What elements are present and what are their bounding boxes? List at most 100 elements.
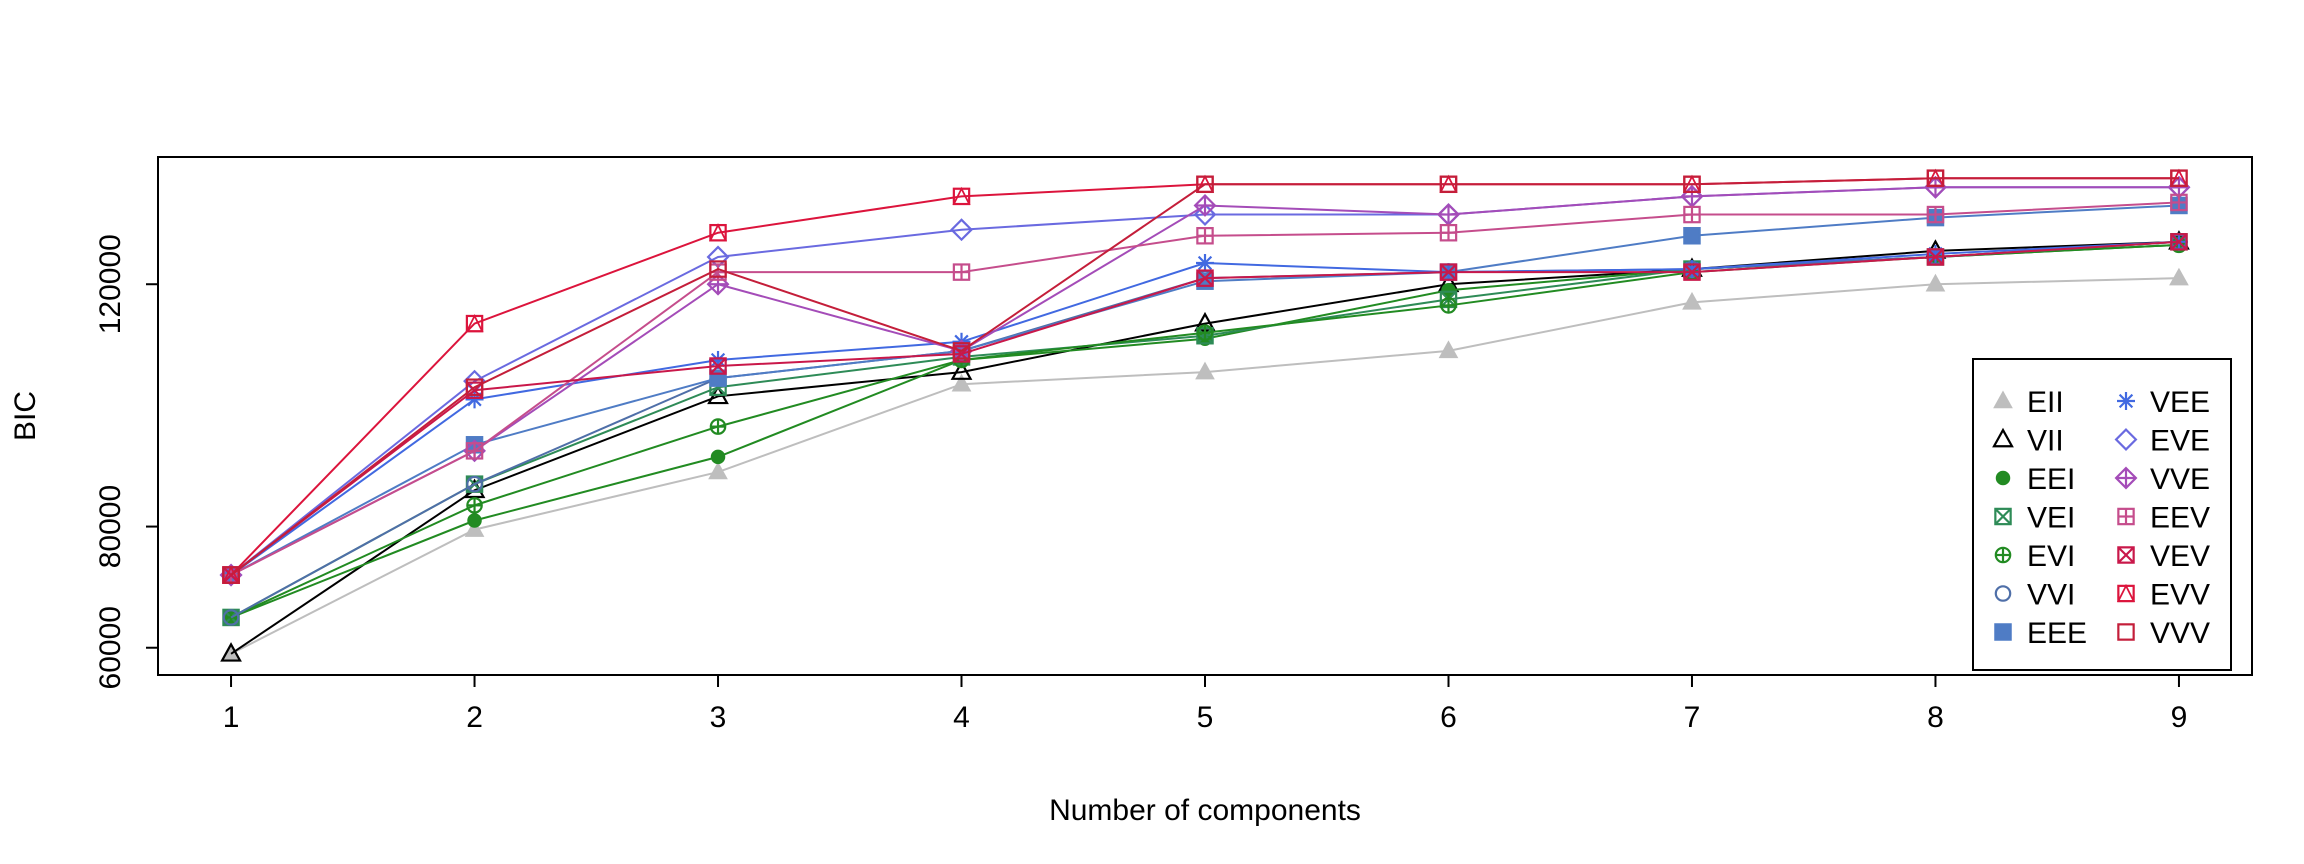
point-evv-4 [952,186,971,206]
x-tick-label: 6 [1440,701,1457,734]
series-line-vev [230,240,2180,576]
legend-marker-evv [2116,583,2136,603]
series-vei [222,233,2188,627]
point-eee-7 [1683,227,1701,245]
legend-box [1972,358,2232,671]
legend-entry-vei: VEI [1994,502,2075,535]
point-evi-5 [1196,324,1214,341]
legend-entry-vvv: VVV [2117,617,2210,650]
point-vvv-5 [1196,175,1214,194]
point-eve-5 [1193,203,1217,227]
legend-marker-vvv [2117,623,2135,641]
y-tick-label: 80000 [94,485,127,568]
legend-label: EEV [2150,502,2210,535]
legend-marker-vvi [1994,585,2012,602]
point-eve-4 [950,218,973,242]
series-vii [220,230,2190,662]
legend-label: EVE [2150,425,2210,458]
x-tick-label: 7 [1684,701,1701,734]
point-eev-6 [1439,223,1458,242]
point-eev-2 [465,442,484,460]
point-vii-1 [220,642,242,662]
x-tick-label: 2 [466,701,483,734]
legend-marker-vve [2114,466,2138,490]
series-line-vvi [230,240,2180,619]
point-vee-7 [1682,260,1701,279]
point-vee-8 [1926,244,1945,263]
series-evi [222,236,2188,626]
point-eei-3 [710,449,726,465]
legend-marker-eve [2114,428,2138,451]
x-axis-label: Number of components [1049,794,1361,827]
point-eei-2 [467,513,482,528]
legend-label: VVV [2150,617,2210,650]
legend-entry-eev: EEV [2117,502,2210,535]
legend-label: EEE [2027,617,2087,650]
point-vvv-6 [1439,175,1458,194]
point-vve-5 [1193,194,1217,217]
point-eii-6 [1438,340,1459,359]
legend-marker-eee [1994,623,2012,641]
point-vev-3 [709,357,727,375]
series-eei [223,237,2187,625]
point-vev-8 [1926,248,1945,266]
point-evv-2 [465,313,484,333]
point-vev-5 [1196,269,1214,287]
point-vvi-2 [466,475,483,493]
point-vev-9 [2170,233,2188,251]
legend-label: VEV [2150,540,2210,573]
x-tick-label: 8 [1927,701,1944,734]
legend-label: EEI [2027,463,2075,496]
legend-entry-evi: EVI [1994,540,2075,573]
point-vvv-1 [222,566,240,584]
point-eii-3 [708,461,728,480]
legend-label: VEI [2027,502,2075,535]
point-vve-6 [1437,203,1460,227]
legend-entry-eei: EEI [1995,463,2075,496]
legend-marker-eev [2117,507,2135,526]
legend-label: VII [2027,425,2064,458]
point-vev-7 [1683,263,1701,281]
legend-entry-eee: EEE [1994,617,2087,650]
series-vvv [222,169,2188,584]
legend-entry-vii: VII [1992,425,2064,458]
series-line-vee [230,240,2180,576]
legend-entry-vve: VVE [2114,463,2210,496]
legend-marker-vii [1992,427,2014,448]
legend-entry-vee: VEE [2117,386,2210,419]
point-eev-7 [1683,205,1701,224]
point-eii-7 [1682,291,1702,310]
point-vvv-3 [709,260,727,278]
legend-entry-evv: EVV [2116,579,2210,612]
legend-label: EVI [2027,540,2075,573]
series-eii [221,267,2189,662]
x-tick-label: 9 [2171,701,2188,734]
x-tick-label: 4 [953,701,970,734]
point-eii-4 [951,373,972,392]
point-vvv-7 [1683,175,1701,194]
point-vee-5 [1196,254,1214,273]
series-eev [222,193,2188,584]
point-eev-8 [1926,205,1945,224]
legend-marker-eei [1995,470,2011,486]
point-eii-9 [2169,267,2189,286]
point-vii-4 [950,360,973,380]
series-line-vvv [230,177,2179,576]
y-tick-label: 120000 [94,234,127,334]
legend-marker-evi [1994,546,2012,564]
x-tick-label: 5 [1197,701,1214,734]
point-eii-5 [1195,361,1215,380]
series-layer [219,168,2191,662]
series-vvi [222,233,2188,626]
series-line-eve [230,186,2179,576]
x-tick-label: 1 [223,701,240,734]
point-eii-2 [464,519,485,537]
legend-entry-eve: EVE [2114,425,2210,458]
point-evi-6 [1440,297,1457,314]
legend-label: EII [2027,386,2064,419]
legend-label: VVE [2150,463,2210,496]
legend-entry-eii: EII [1993,386,2064,419]
legend: EII VII EEI VEI EVI VVI EEE VEE EVE VVE EEV VEV EVV V… [1972,358,2232,671]
axes-layer: 1 2 3 4 5 6 7 8 9 60000 80000 120000 [94,234,2187,734]
